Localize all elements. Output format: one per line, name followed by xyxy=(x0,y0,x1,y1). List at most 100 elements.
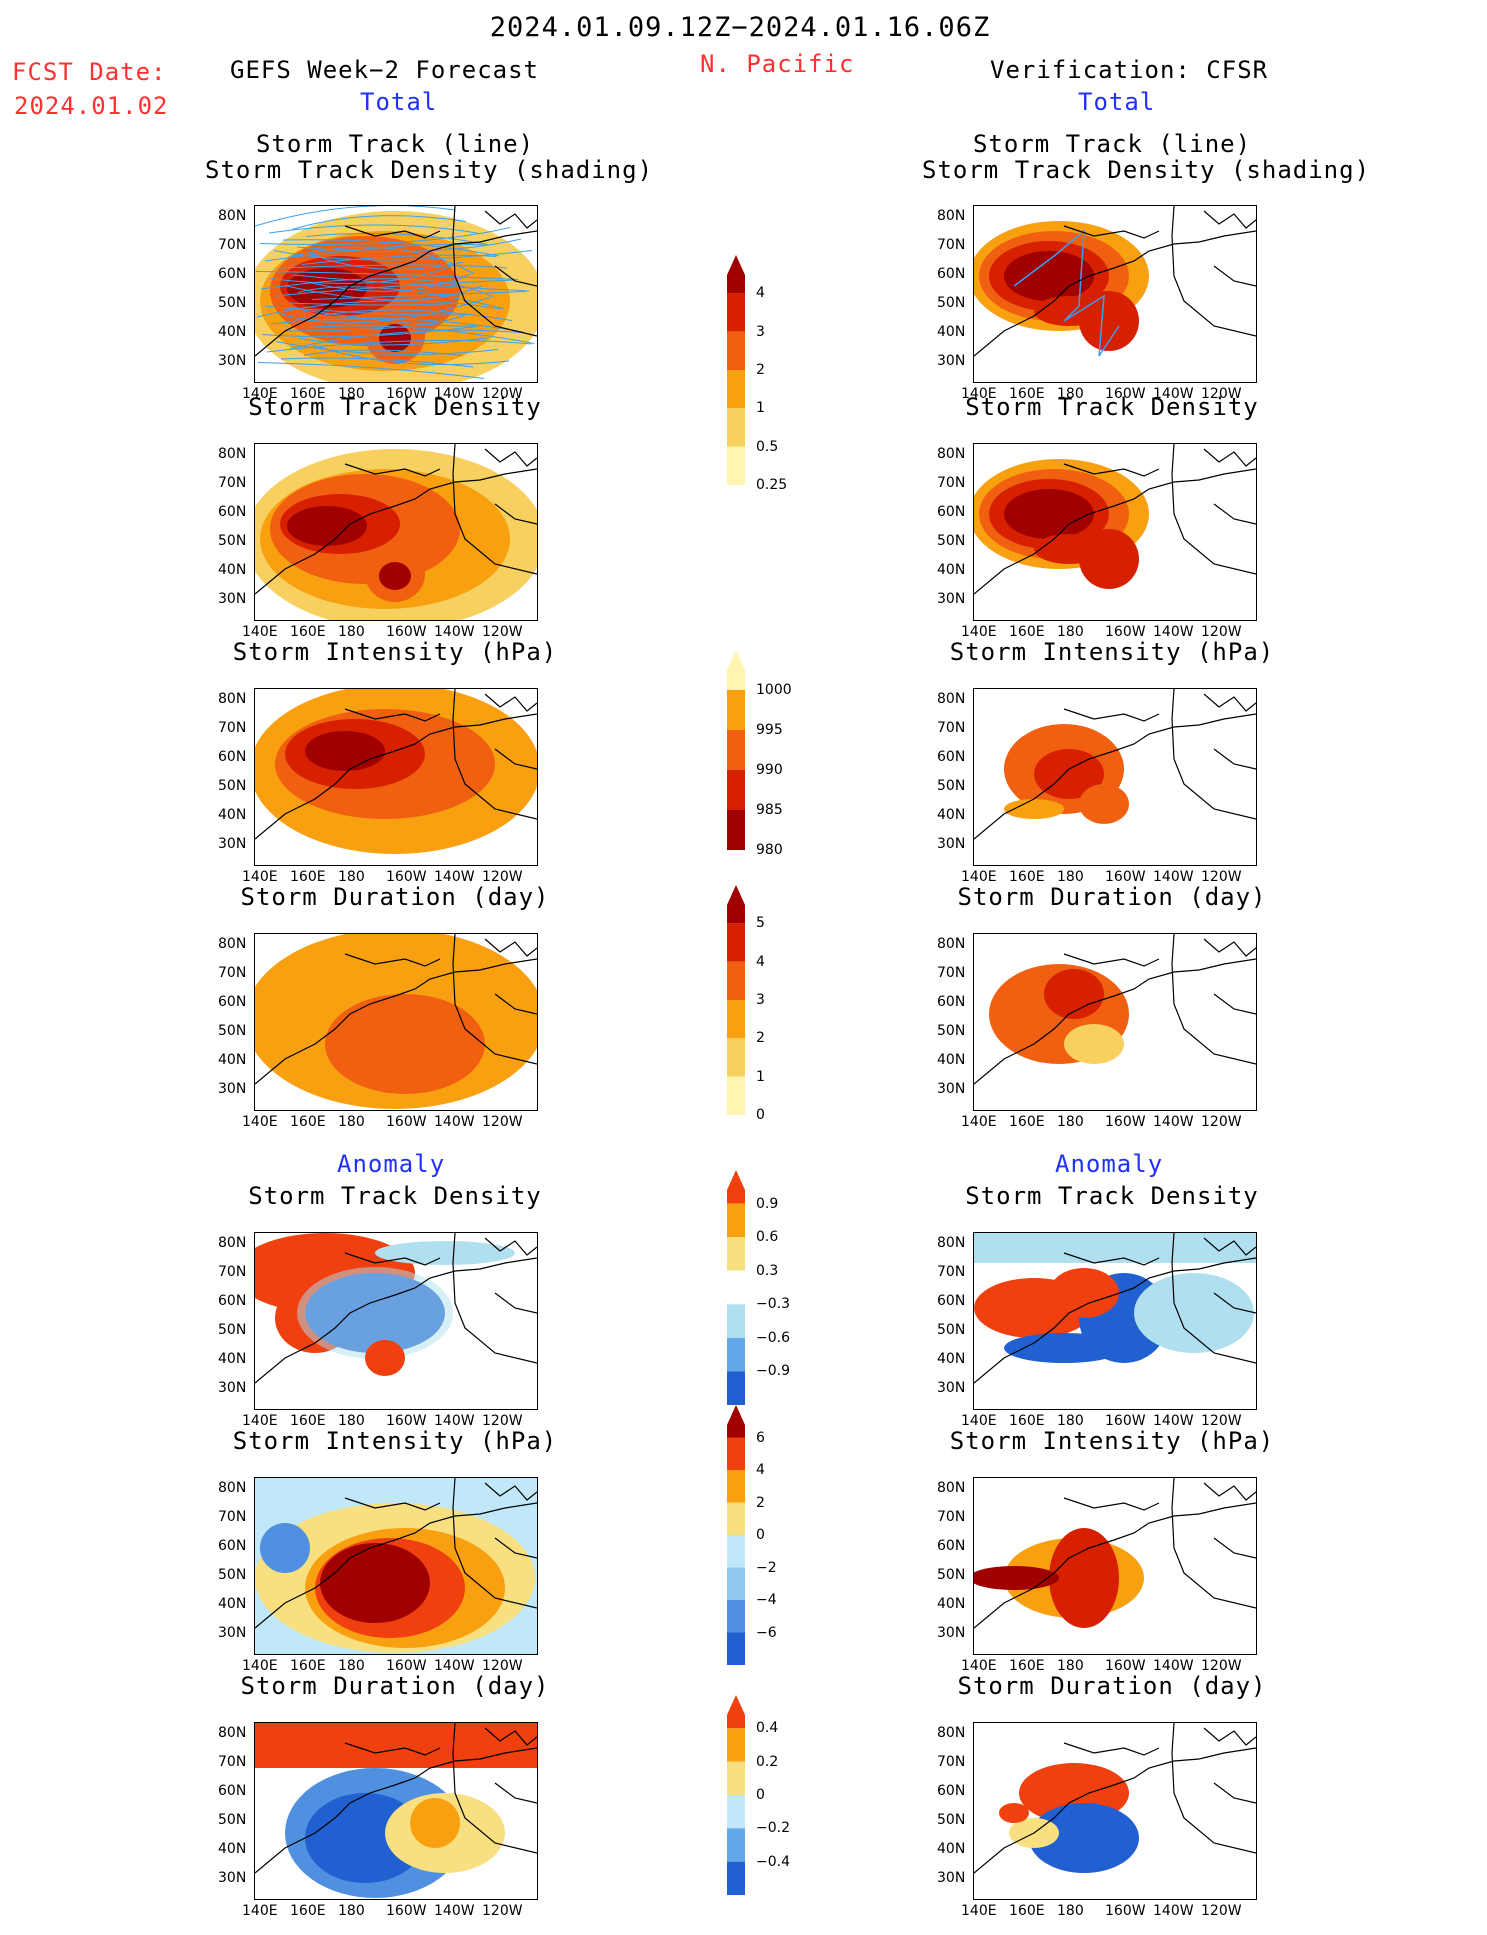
intensity_total-label: 1000 xyxy=(756,682,792,698)
colorbar-segment xyxy=(727,446,745,485)
lon-tick-label: 140E xyxy=(961,1658,997,1674)
fcst-map-intensity xyxy=(254,688,538,866)
lat-tick-label: 80N xyxy=(218,208,247,224)
colorbar-segment xyxy=(727,1000,745,1039)
lat-tick-label: 30N xyxy=(937,1081,966,1097)
lat-tick-label: 70N xyxy=(937,720,966,736)
lon-tick-label: 140E xyxy=(961,624,997,640)
colorbar-segment xyxy=(727,1304,745,1338)
density_anom-label: −0.3 xyxy=(756,1296,790,1313)
lon-tick-label: 160E xyxy=(1009,386,1045,402)
panel-title: Storm Track Density xyxy=(248,1182,542,1210)
lon-tick-label: 140W xyxy=(1153,624,1194,640)
lat-tick-label: 50N xyxy=(937,295,966,311)
intensity_anom-label: −6 xyxy=(756,1624,777,1641)
duration_anom-label: 0.2 xyxy=(756,1753,779,1770)
colorbar-segment xyxy=(727,1371,745,1405)
density_anom-label: 0.9 xyxy=(756,1195,779,1212)
forecast-title: GEFS Week−2 Forecast xyxy=(230,56,539,84)
density_anom-label: −0.6 xyxy=(756,1329,790,1346)
lat-tick-label: 50N xyxy=(218,295,247,311)
colorbar-segment xyxy=(727,293,745,332)
lat-tick-label: 50N xyxy=(937,1812,966,1828)
lat-tick-label: 80N xyxy=(218,1725,247,1741)
lon-tick-label: 120W xyxy=(482,869,523,885)
lon-tick-label: 180 xyxy=(1057,624,1084,640)
lon-tick-label: 140W xyxy=(434,1903,475,1919)
lon-tick-label: 140W xyxy=(434,1114,475,1130)
lat-tick-label: 70N xyxy=(218,965,247,981)
lon-tick-label: 180 xyxy=(1057,1903,1084,1919)
colorbar-segment xyxy=(727,1038,745,1077)
lon-tick-label: 160W xyxy=(1105,1114,1146,1130)
colorbar-segment xyxy=(727,1203,745,1238)
colorbar-segment xyxy=(727,1795,745,1829)
panel-title: Storm Duration (day) xyxy=(957,883,1267,911)
lat-tick-label: 60N xyxy=(937,504,966,520)
lon-tick-label: 120W xyxy=(1201,1413,1242,1429)
duration_total-label: 4 xyxy=(756,953,765,970)
total-label-right: Total xyxy=(1078,88,1156,116)
fcst-date-label: FCST Date: xyxy=(12,58,167,86)
panel-title: Storm Track Density xyxy=(965,1182,1259,1210)
fcst-map-density xyxy=(254,443,538,621)
duration_anom-label: 0 xyxy=(756,1787,765,1803)
intensity_anom-label: −4 xyxy=(756,1592,777,1608)
lat-tick-label: 60N xyxy=(218,749,247,765)
verification-title: Verification: CFSR xyxy=(990,56,1269,84)
lon-tick-label: 160E xyxy=(290,624,326,640)
lon-tick-label: 180 xyxy=(338,1413,365,1429)
lat-tick-label: 50N xyxy=(218,1023,247,1039)
lat-tick-label: 50N xyxy=(937,1322,966,1338)
lon-tick-label: 140W xyxy=(434,386,475,402)
colorbar-segment xyxy=(727,810,745,850)
lon-tick-label: 160E xyxy=(290,386,326,402)
colorbar-segment xyxy=(727,1761,745,1795)
lat-tick-label: 30N xyxy=(937,1625,966,1641)
density_total-label: 0.5 xyxy=(756,438,779,455)
fcst-map-duranom xyxy=(254,1722,538,1900)
lon-tick-label: 160W xyxy=(1105,869,1146,885)
lat-tick-label: 30N xyxy=(937,1870,966,1886)
lat-tick-label: 60N xyxy=(218,266,247,282)
duration_total-label: 1 xyxy=(756,1068,765,1085)
lon-tick-label: 160W xyxy=(1105,386,1146,402)
lat-tick-label: 60N xyxy=(937,266,966,282)
lon-tick-label: 120W xyxy=(482,1658,523,1674)
duration_total-colorbar xyxy=(727,885,745,1115)
colorbar-segment xyxy=(727,1502,745,1535)
lon-tick-label: 120W xyxy=(1201,1903,1242,1919)
lat-tick-label: 40N xyxy=(937,562,966,578)
panel-title: Storm Intensity (hPa) xyxy=(232,638,558,666)
lat-tick-label: 40N xyxy=(218,1841,247,1857)
lon-tick-label: 120W xyxy=(482,1903,523,1919)
lat-tick-label: 60N xyxy=(937,1538,966,1554)
lon-tick-label: 180 xyxy=(338,1658,365,1674)
lon-tick-label: 140W xyxy=(1153,1903,1194,1919)
lon-tick-label: 160E xyxy=(1009,624,1045,640)
lat-tick-label: 30N xyxy=(218,1625,247,1641)
panel-title: Storm Intensity (hPa) xyxy=(949,1427,1275,1455)
colorbar-segment xyxy=(727,1425,745,1438)
fcst-date-value: 2024.01.02 xyxy=(14,92,169,120)
lat-tick-label: 40N xyxy=(218,324,247,340)
colorbar-segment xyxy=(727,1728,745,1762)
lat-tick-label: 40N xyxy=(937,1052,966,1068)
lat-tick-label: 40N xyxy=(937,324,966,340)
lon-tick-label: 160E xyxy=(1009,869,1045,885)
lat-tick-label: 70N xyxy=(937,1264,966,1280)
lat-tick-label: 40N xyxy=(218,807,247,823)
colorbar-segment xyxy=(727,1600,745,1633)
lat-tick-label: 30N xyxy=(218,591,247,607)
lat-tick-label: 80N xyxy=(218,691,247,707)
lon-tick-label: 180 xyxy=(1057,1114,1084,1130)
lat-tick-label: 70N xyxy=(937,475,966,491)
lon-tick-label: 180 xyxy=(338,624,365,640)
lon-tick-label: 140W xyxy=(1153,1413,1194,1429)
lon-tick-label: 180 xyxy=(338,1903,365,1919)
lon-tick-label: 140E xyxy=(242,869,278,885)
colorbar-segment xyxy=(727,408,745,447)
colorbar-segment xyxy=(727,1567,745,1600)
colorbar-segment xyxy=(727,370,745,409)
panel-title: Storm Duration (day) xyxy=(957,1672,1267,1700)
